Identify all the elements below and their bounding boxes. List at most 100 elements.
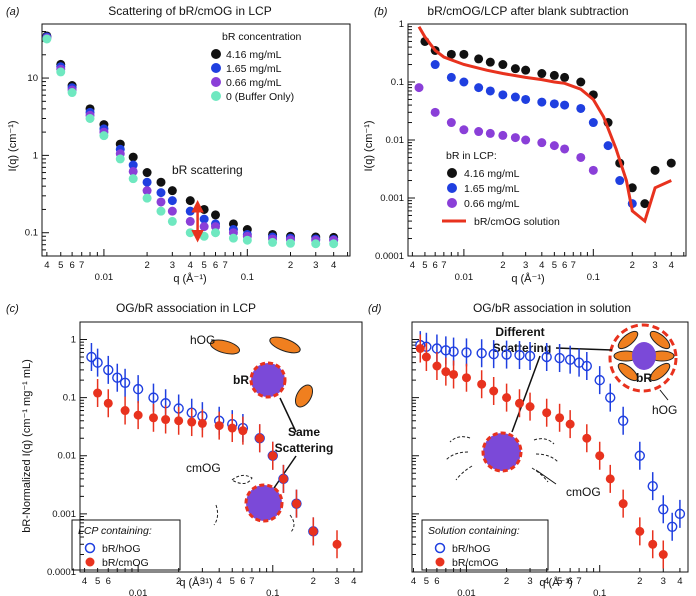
data-point (227, 423, 237, 433)
chart-title: bR/cmOG/LCP after blank subtraction (427, 4, 628, 18)
data-point (156, 206, 166, 216)
x-minor-tick-label: 3 (523, 260, 528, 271)
label-different: Different (495, 325, 544, 339)
data-point (119, 377, 131, 388)
x-tick-label: 0.01 (95, 272, 114, 283)
data-point (576, 152, 586, 162)
data-point (658, 550, 668, 560)
legend-entry: bR/cmOG (102, 557, 149, 569)
label-cmOG: cmOG (186, 461, 221, 475)
x-minor-tick-label: 7 (79, 260, 84, 271)
data-point (211, 210, 221, 220)
chart-title: OG/bR association in LCP (116, 301, 256, 315)
data-point (498, 130, 508, 140)
x-minor-tick-label: 4 (82, 576, 87, 587)
legend: bR in LCP: 4.16 mg/mL 1.65 mg/mL 0.66 mg… (442, 150, 560, 228)
data-point (485, 128, 495, 138)
data-point (658, 504, 669, 515)
label-bR: bR (233, 373, 249, 387)
panel-d: (d) OG/bR association in solution q (Å⁻¹… (368, 301, 678, 589)
legend-entry: 4.16 mg/mL (464, 168, 520, 180)
plot-d: 4 5 60.012 3 4 5 6 70.12 3 4 (411, 321, 689, 596)
data-point (650, 165, 660, 175)
data-point (167, 206, 177, 216)
data-point (449, 369, 459, 379)
y-tick-label: 0.01 (386, 135, 405, 146)
data-point (537, 97, 547, 107)
x-minor-tick-label: 3 (313, 260, 318, 271)
callout-line (279, 397, 297, 433)
x-minor-tick-label: 6 (213, 260, 218, 271)
data-point (510, 92, 520, 102)
cmOG-detergent-shape (213, 504, 219, 526)
data-point (42, 34, 52, 44)
x-minor-tick-label: 3 (661, 576, 666, 587)
hOG-micelle-shape (649, 362, 671, 382)
data-point (174, 416, 184, 426)
data-point (156, 188, 166, 198)
data-point (308, 526, 318, 536)
data-point (521, 94, 531, 104)
data-point (498, 90, 508, 100)
bR-protein-shape (244, 483, 284, 523)
callout-line (511, 355, 541, 433)
data-point (555, 413, 565, 423)
data-point (498, 60, 508, 70)
legend: LCP containing: bR/hOG bR/cmOG (71, 519, 181, 571)
data-point (634, 450, 646, 461)
legend-marker (447, 168, 457, 178)
data-point (133, 410, 143, 420)
data-point (474, 54, 484, 64)
data-point (197, 418, 207, 428)
data-point (187, 417, 197, 427)
data-point (459, 125, 469, 135)
data-point (112, 372, 123, 383)
data-point (564, 354, 576, 365)
data-point (278, 474, 288, 484)
protein-cartoon (445, 323, 678, 485)
data-point (474, 83, 484, 93)
data-point (477, 379, 487, 389)
data-point (92, 357, 103, 368)
data-point (554, 352, 565, 364)
x-tick-label: 0.01 (457, 588, 476, 596)
label-scattering: Scattering (493, 341, 552, 355)
y-tick-label: 0.0001 (375, 251, 404, 262)
legend-entry: bR/cmOG (452, 557, 499, 569)
data-point (485, 86, 495, 96)
y-tick-label: 1 (399, 19, 404, 30)
x-minor-tick-label: 4 (331, 260, 336, 271)
data-point (476, 348, 487, 359)
x-minor-tick-label: 5 (552, 260, 557, 271)
y-tick-label: 0.01 (58, 451, 77, 462)
data-point (525, 402, 535, 412)
x-minor-tick-label: 4 (410, 260, 415, 271)
data-point (541, 351, 552, 363)
data-point (666, 158, 676, 168)
plot-frame (411, 321, 689, 573)
legend-marker (447, 198, 457, 208)
data-point (510, 64, 520, 74)
data-point (255, 433, 265, 443)
x-minor-tick-label: 4 (677, 576, 682, 587)
legend-marker (211, 49, 221, 59)
data-point (588, 118, 598, 128)
data-point (524, 350, 536, 362)
x-minor-tick-label: 2 (504, 576, 509, 587)
data-point (156, 177, 166, 187)
x-minor-tick-label: 4 (217, 576, 222, 587)
legend-marker (447, 183, 457, 193)
data-point (128, 160, 138, 170)
legend-marker (211, 63, 221, 73)
data-point (549, 70, 559, 80)
data-point (521, 135, 531, 145)
data-point (199, 231, 209, 241)
hOG-micelle-shape (617, 330, 639, 350)
y-axis-label: bR-Normalized I(q) (cm⁻¹ mg⁻¹ mL) (21, 359, 33, 533)
data-point (560, 144, 570, 154)
hOG-micelle-shape (209, 339, 241, 355)
data-point (103, 398, 113, 408)
